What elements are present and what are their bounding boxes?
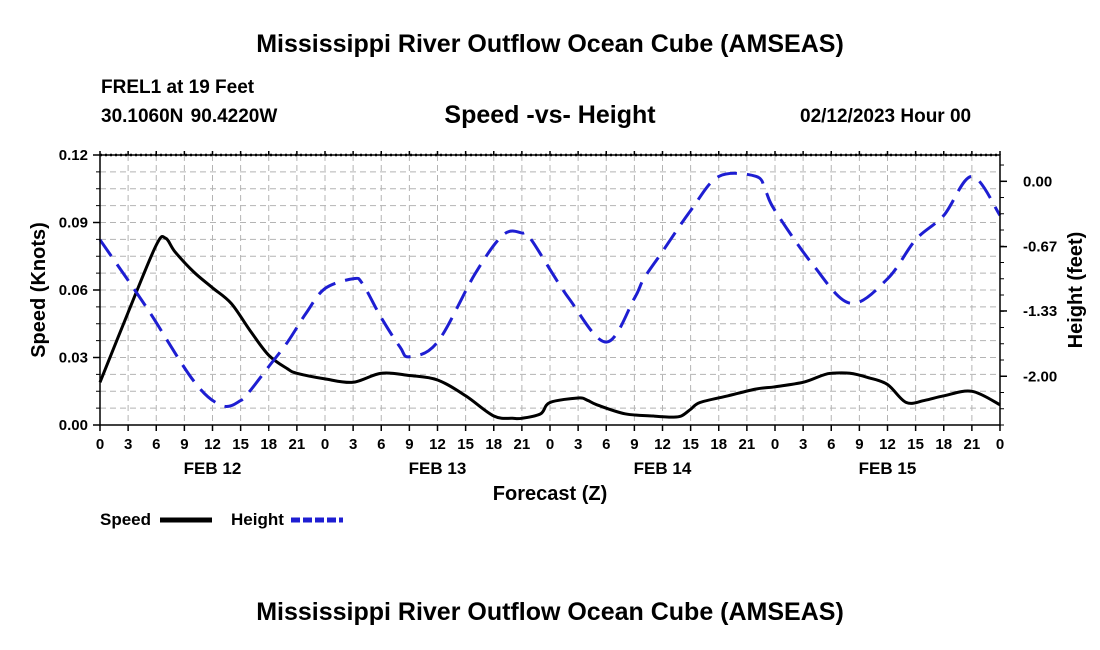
- legend-label: Height: [231, 510, 284, 529]
- y2-tick-label: -1.33: [1023, 303, 1057, 320]
- x-tick-label: 3: [574, 436, 582, 453]
- x-tick-label: 0: [996, 436, 1004, 453]
- x-tick-label: 18: [935, 436, 952, 453]
- y2-tick-label: -2.00: [1023, 368, 1057, 385]
- x-tick-label: 9: [855, 436, 863, 453]
- y2-axis-label: Height (feet): [1065, 232, 1087, 349]
- y-tick-label: 0.00: [59, 417, 88, 434]
- x-tick-label: 0: [96, 436, 104, 453]
- x-tick-label: 0: [321, 436, 329, 453]
- date-label: FEB 12: [184, 459, 242, 478]
- x-tick-label: 0: [771, 436, 779, 453]
- height-series-line: [98, 171, 1002, 408]
- x-axis-label: Forecast (Z): [493, 483, 607, 505]
- series-layer: [98, 171, 1002, 421]
- y2-tick-label: 0.00: [1023, 173, 1052, 190]
- date-label: FEB 13: [409, 459, 467, 478]
- x-tick-label: 15: [232, 436, 249, 453]
- x-tick-label: 3: [349, 436, 357, 453]
- x-tick-label: 21: [514, 436, 531, 453]
- x-tick-label: 6: [827, 436, 835, 453]
- x-tick-label: 21: [739, 436, 756, 453]
- x-tick-label: 6: [152, 436, 160, 453]
- x-tick-label: 18: [260, 436, 277, 453]
- x-tick-label: 12: [429, 436, 446, 453]
- station-label: FREL1 at 19 Feet: [101, 77, 255, 98]
- x-tick-label: 9: [630, 436, 638, 453]
- station-coordinates: 30.1060N 90.4220W: [101, 106, 278, 127]
- y-tick-label: 0.12: [59, 147, 88, 164]
- x-tick-label: 6: [602, 436, 610, 453]
- legend: Speed Height: [100, 510, 343, 529]
- bottom-title: Mississippi River Outflow Ocean Cube (AM…: [256, 598, 844, 626]
- x-tick-label: 12: [654, 436, 671, 453]
- x-tick-label: 21: [289, 436, 306, 453]
- y2-tick-label: -0.67: [1023, 239, 1057, 256]
- forecast-datetime: 02/12/2023 Hour 00: [800, 106, 972, 127]
- x-tick-label: 9: [405, 436, 413, 453]
- x-tick-label: 6: [377, 436, 385, 453]
- x-tick-label: 0: [546, 436, 554, 453]
- y-tick-label: 0.06: [59, 282, 88, 299]
- x-tick-label: 18: [485, 436, 502, 453]
- x-tick-label: 15: [907, 436, 924, 453]
- x-tick-label: 3: [124, 436, 132, 453]
- x-tick-label: 3: [799, 436, 807, 453]
- label-layer: Forecast (Z) Speed (Knots) Height (feet)…: [28, 147, 1087, 505]
- y-tick-label: 0.03: [59, 350, 88, 367]
- speed-series-line: [98, 235, 1001, 421]
- x-tick-label: 15: [457, 436, 474, 453]
- chart-subtitle: Speed -vs- Height: [444, 101, 656, 129]
- y-axis-label: Speed (Knots): [28, 222, 50, 358]
- tick-layer: [93, 151, 1007, 431]
- page-title: Mississippi River Outflow Ocean Cube (AM…: [256, 30, 844, 58]
- x-tick-label: 9: [180, 436, 188, 453]
- date-label: FEB 15: [859, 459, 917, 478]
- x-tick-label: 12: [204, 436, 221, 453]
- x-tick-label: 15: [682, 436, 699, 453]
- x-tick-label: 21: [964, 436, 981, 453]
- grid-layer: [100, 155, 1000, 425]
- legend-label: Speed: [100, 510, 151, 529]
- x-tick-label: 18: [710, 436, 727, 453]
- y-tick-label: 0.09: [59, 215, 88, 232]
- date-label: FEB 14: [634, 459, 692, 478]
- x-tick-label: 12: [879, 436, 896, 453]
